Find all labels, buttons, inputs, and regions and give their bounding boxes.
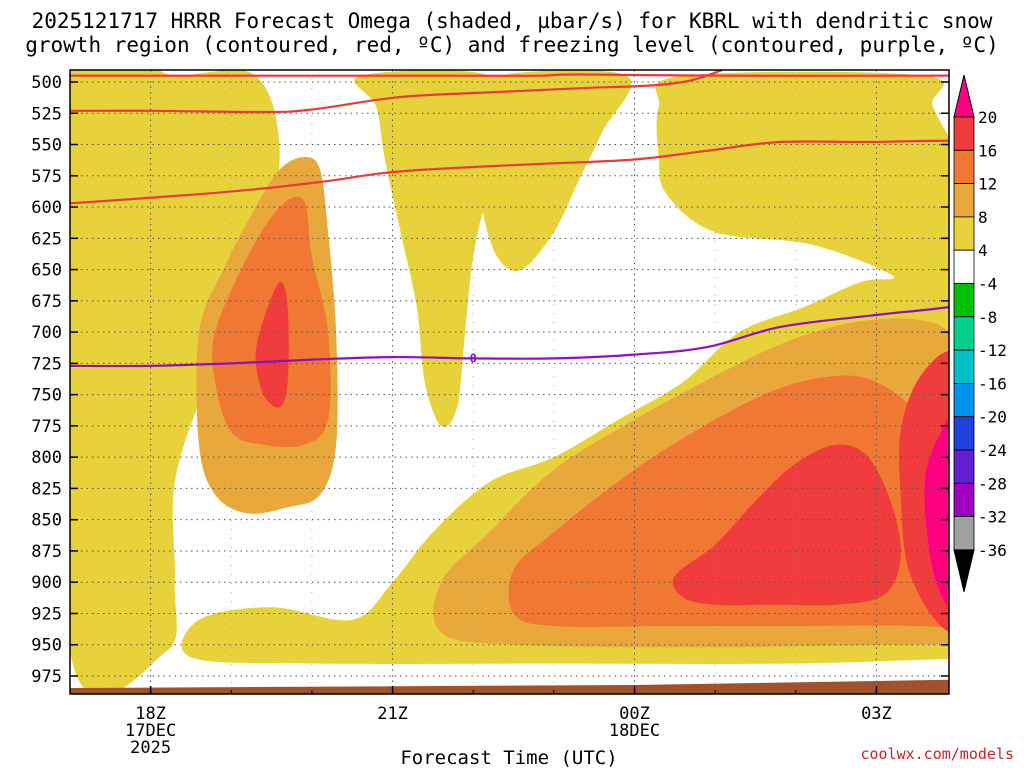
colorbar-swatch-9: [953, 382, 975, 418]
colorbar-label-1: 16: [978, 141, 997, 160]
omega-region-4-2: [354, 70, 503, 428]
x-axis: 18Z17DEC202521Z00Z18DEC03Z06Z09Z: [125, 686, 892, 758]
colorbar-swatch-13: [953, 516, 975, 551]
y-tick-label-675: 675: [31, 292, 62, 312]
x-tick-label-18Z-1: 17DEC: [125, 721, 176, 741]
colorbar-swatch-2: [953, 149, 975, 185]
x-axis-label: Forecast Time (UTC): [400, 747, 617, 768]
colorbar-label-8: -16: [978, 374, 1007, 393]
contour-line-1: [70, 70, 726, 114]
colorbar-label-5: -4: [978, 275, 997, 294]
y-tick-label-625: 625: [31, 229, 62, 249]
colorbar-label-12: -32: [978, 508, 1007, 527]
omega-region-4-1: [473, 70, 632, 271]
colorbar-swatch-3: [953, 183, 975, 218]
credit-text: coolwx.com/models: [860, 745, 1014, 763]
colorbar-label-7: -12: [978, 341, 1007, 360]
gridlines: [70, 70, 949, 694]
x-tick-label-00Z-1: 18DEC: [609, 721, 660, 741]
omega-region-4-0: [70, 70, 280, 694]
colorbar-label-10: -24: [978, 441, 1007, 460]
y-axis: 500 525 550 575 600 625 650 675 700 725 750 775 800 8…: [31, 73, 949, 687]
y-tick-label-975: 975: [31, 667, 62, 687]
y-tick-label-750: 750: [31, 386, 62, 406]
omega-region-16-8: [255, 281, 289, 408]
colorbar-label-6: -8: [978, 308, 997, 327]
x-tick-label-21Z-0: 21Z: [377, 704, 408, 724]
colorbar-top-arrow: [953, 74, 975, 118]
y-tick-label-950: 950: [31, 636, 62, 656]
chart-title-line2: growth region (contoured, red, ºC) and f…: [25, 33, 999, 57]
contour-line-2: [70, 139, 949, 205]
isotherm-contours: -120: [70, 70, 949, 368]
y-tick-label-850: 850: [31, 511, 62, 531]
colorbar: 20 16 12 8 4 -4 -8 -12 -16 -20 -24 -28 -32 -36: [953, 74, 1007, 593]
colorbar-label-13: -36: [978, 541, 1007, 560]
y-tick-label-800: 800: [31, 448, 62, 468]
colorbar-swatch-4: [953, 216, 975, 251]
colorbar-swatch-1: [953, 116, 975, 151]
colorbar-swatch-12: [953, 482, 975, 517]
y-tick-label-575: 575: [31, 167, 62, 187]
colorbar-label-4: 4: [978, 241, 988, 260]
colorbar-label-11: -28: [978, 474, 1007, 493]
omega-region-20-12: [924, 417, 949, 610]
colorbar-swatch-7: [953, 316, 975, 351]
y-tick-label-525: 525: [31, 104, 62, 124]
chart-title-line1: 2025121717 HRRR Forecast Omega (shaded, …: [32, 9, 993, 33]
y-tick-label-700: 700: [31, 323, 62, 343]
y-tick-label-650: 650: [31, 261, 62, 281]
y-tick-label-550: 550: [31, 136, 62, 156]
y-tick-label-900: 900: [31, 573, 62, 593]
omega-shading: [70, 70, 949, 694]
colorbar-swatch-10: [953, 416, 975, 451]
y-tick-label-825: 825: [31, 479, 62, 499]
colorbar-label-3: 8: [978, 208, 988, 227]
y-tick-label-875: 875: [31, 542, 62, 562]
x-tick-label-03Z-0: 03Z: [861, 704, 892, 724]
colorbar-bottom-arrow: [953, 549, 975, 593]
colorbar-swatch-11: [953, 449, 975, 484]
colorbar-label-2: 12: [978, 175, 997, 194]
colorbar-swatch-5: [953, 249, 975, 284]
plot-frame: [69, 69, 950, 695]
y-tick-label-925: 925: [31, 604, 62, 624]
y-tick-label-500: 500: [31, 73, 62, 93]
terrain-fill: [70, 672, 949, 694]
colorbar-label-9: -20: [978, 408, 1007, 427]
y-tick-label-600: 600: [31, 198, 62, 218]
contour-label-3: 0: [470, 351, 477, 365]
contour-line-3: [70, 305, 949, 368]
colorbar-swatch-8: [953, 349, 975, 384]
contour-line-0: [70, 73, 949, 77]
x-tick-label-18Z-2: 2025: [130, 738, 171, 758]
y-tick-label-775: 775: [31, 417, 62, 437]
omega-region-16-9: [672, 444, 901, 606]
colorbar-swatch-6: [953, 283, 975, 318]
colorbar-label-0: 20: [978, 108, 997, 127]
x-tick-label-00Z-0: 00Z: [619, 704, 650, 724]
terrain-surface: [70, 672, 949, 694]
x-tick-label-18Z-0: 18Z: [135, 704, 166, 724]
y-tick-label-725: 725: [31, 354, 62, 374]
